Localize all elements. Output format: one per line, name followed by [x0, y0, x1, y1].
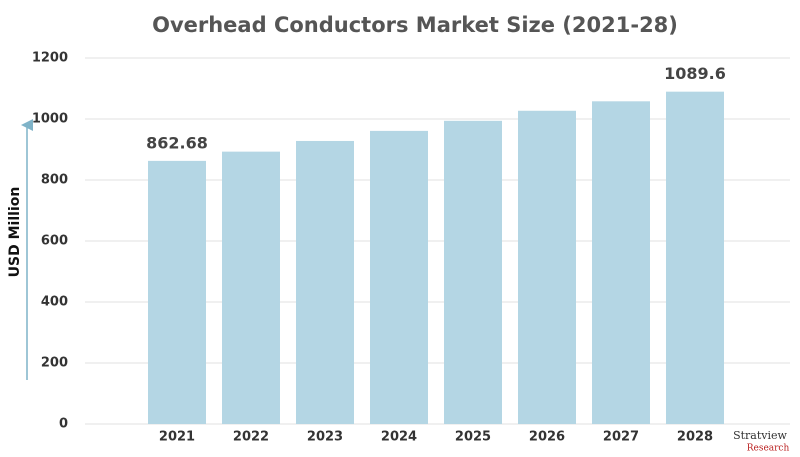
value-label: 862.68 [146, 133, 208, 152]
x-tick-label: 2027 [603, 430, 639, 445]
bar [444, 120, 502, 424]
bar [666, 91, 724, 424]
x-tick-label: 2028 [677, 430, 713, 445]
y-tick-label: 200 [41, 356, 68, 371]
y-tick-label: 1000 [32, 112, 68, 127]
value-label: 1089.6 [664, 64, 726, 83]
bar [148, 160, 206, 424]
x-tick-label: 2021 [159, 430, 195, 445]
y-tick-label: 600 [41, 234, 68, 249]
y-tick-label: 0 [59, 417, 68, 432]
y-tick-label: 400 [41, 295, 68, 310]
logo-sub: Research [747, 444, 790, 454]
x-tick-label: 2026 [529, 430, 565, 445]
bar [296, 140, 354, 424]
x-tick-label: 2024 [381, 430, 417, 445]
bar [518, 110, 576, 424]
y-tick-label: 1200 [32, 51, 68, 66]
bar [592, 101, 650, 424]
x-tick-label: 2025 [455, 430, 491, 445]
y-tick-label: 800 [41, 173, 68, 188]
x-tick-label: 2022 [233, 430, 269, 445]
x-tick-label: 2023 [307, 430, 343, 445]
y-axis-label: USD Million [7, 187, 23, 278]
chart-title: Overhead Conductors Market Size (2021-28… [152, 13, 678, 37]
bar [370, 130, 428, 424]
bar [222, 151, 280, 424]
logo-name: Stratview [733, 429, 787, 442]
